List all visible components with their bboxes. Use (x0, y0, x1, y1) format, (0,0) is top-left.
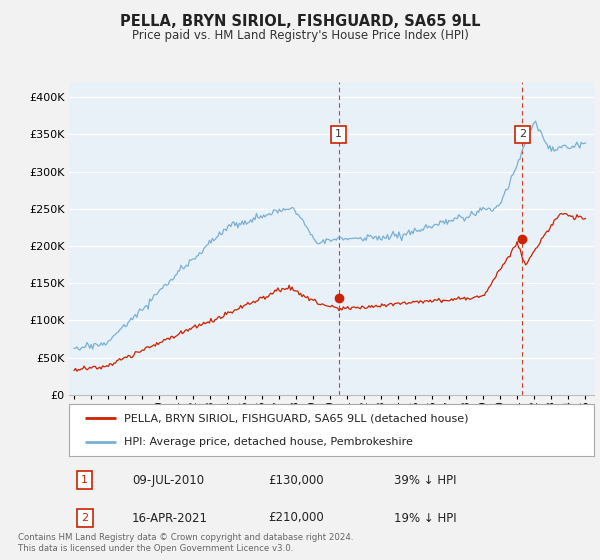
Text: £130,000: £130,000 (269, 474, 324, 487)
Text: Price paid vs. HM Land Registry's House Price Index (HPI): Price paid vs. HM Land Registry's House … (131, 29, 469, 42)
Text: 19% ↓ HPI: 19% ↓ HPI (395, 511, 457, 525)
Text: Contains HM Land Registry data © Crown copyright and database right 2024.
This d: Contains HM Land Registry data © Crown c… (18, 533, 353, 553)
Text: PELLA, BRYN SIRIOL, FISHGUARD, SA65 9LL (detached house): PELLA, BRYN SIRIOL, FISHGUARD, SA65 9LL … (124, 413, 469, 423)
Text: 2: 2 (81, 513, 88, 523)
Text: 2: 2 (518, 129, 526, 139)
Text: 39% ↓ HPI: 39% ↓ HPI (395, 474, 457, 487)
Text: 1: 1 (335, 129, 342, 139)
Text: £210,000: £210,000 (269, 511, 324, 525)
Text: 1: 1 (81, 475, 88, 485)
Text: HPI: Average price, detached house, Pembrokeshire: HPI: Average price, detached house, Pemb… (124, 437, 413, 447)
Text: PELLA, BRYN SIRIOL, FISHGUARD, SA65 9LL: PELLA, BRYN SIRIOL, FISHGUARD, SA65 9LL (120, 14, 480, 29)
Text: 09-JUL-2010: 09-JUL-2010 (132, 474, 204, 487)
Text: 16-APR-2021: 16-APR-2021 (132, 511, 208, 525)
